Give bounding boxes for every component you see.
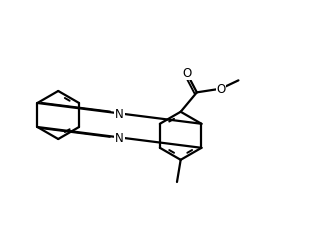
Text: O: O	[182, 67, 191, 80]
Text: O: O	[216, 83, 225, 96]
Text: N: N	[115, 107, 124, 120]
Text: N: N	[115, 131, 124, 144]
